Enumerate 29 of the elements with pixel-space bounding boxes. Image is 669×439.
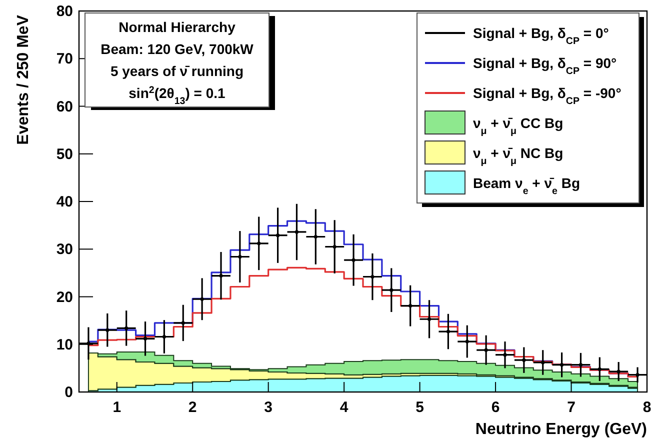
x-axis-title: Neutrino Energy (GeV) <box>475 421 647 438</box>
y-tick-label: 0 <box>64 384 73 401</box>
legend-label: ν$_{μ}$ + ν̄$_{μ}$ CC Bg <box>473 115 564 136</box>
x-tick-label: 1 <box>112 399 122 416</box>
annotation: sin$^{2}$(2θ$_{13}$) = 0.1 <box>128 84 226 106</box>
y-axis-title: Events / 250 MeV <box>15 14 32 145</box>
y-tick-label: 70 <box>56 50 73 68</box>
legend-label: Signal + Bg, δ$_{CP}$ = 90° <box>473 55 617 76</box>
annotation: 5 years of ν̄ running <box>110 63 244 79</box>
annotation: Beam: 120 GeV, 700kW <box>100 41 254 57</box>
x-tick-label: 5 <box>416 399 424 416</box>
y-tick-label: 80 <box>56 3 73 20</box>
y-tick-label: 10 <box>56 336 73 354</box>
annotation: Normal Hierarchy <box>118 19 236 35</box>
x-tick-label: 2 <box>188 399 197 416</box>
y-tick-label: 40 <box>56 194 73 210</box>
y-tick-label: 20 <box>56 288 73 306</box>
x-tick-label: 3 <box>264 399 273 416</box>
y-tick-label: 50 <box>56 146 73 163</box>
x-tick-label: 4 <box>340 399 349 416</box>
x-tick-label: 7 <box>567 399 576 416</box>
y-tick-label: 30 <box>56 241 73 258</box>
legend-label: Signal + Bg, δ$_{CP}$ = -90° <box>473 85 622 106</box>
legend-label: ν$_{μ}$ + ν̄$_{μ}$ NC Bg <box>473 145 564 166</box>
x-tick-label: 8 <box>642 399 652 416</box>
legend-label: Beam ν$_{e}$ + ν̄$_{e}$ Bg <box>473 175 580 196</box>
legend-label: Signal + Bg, δ$_{CP}$ = 0° <box>473 25 609 46</box>
x-tick-label: 6 <box>491 399 500 416</box>
y-tick-label: 60 <box>56 98 73 116</box>
